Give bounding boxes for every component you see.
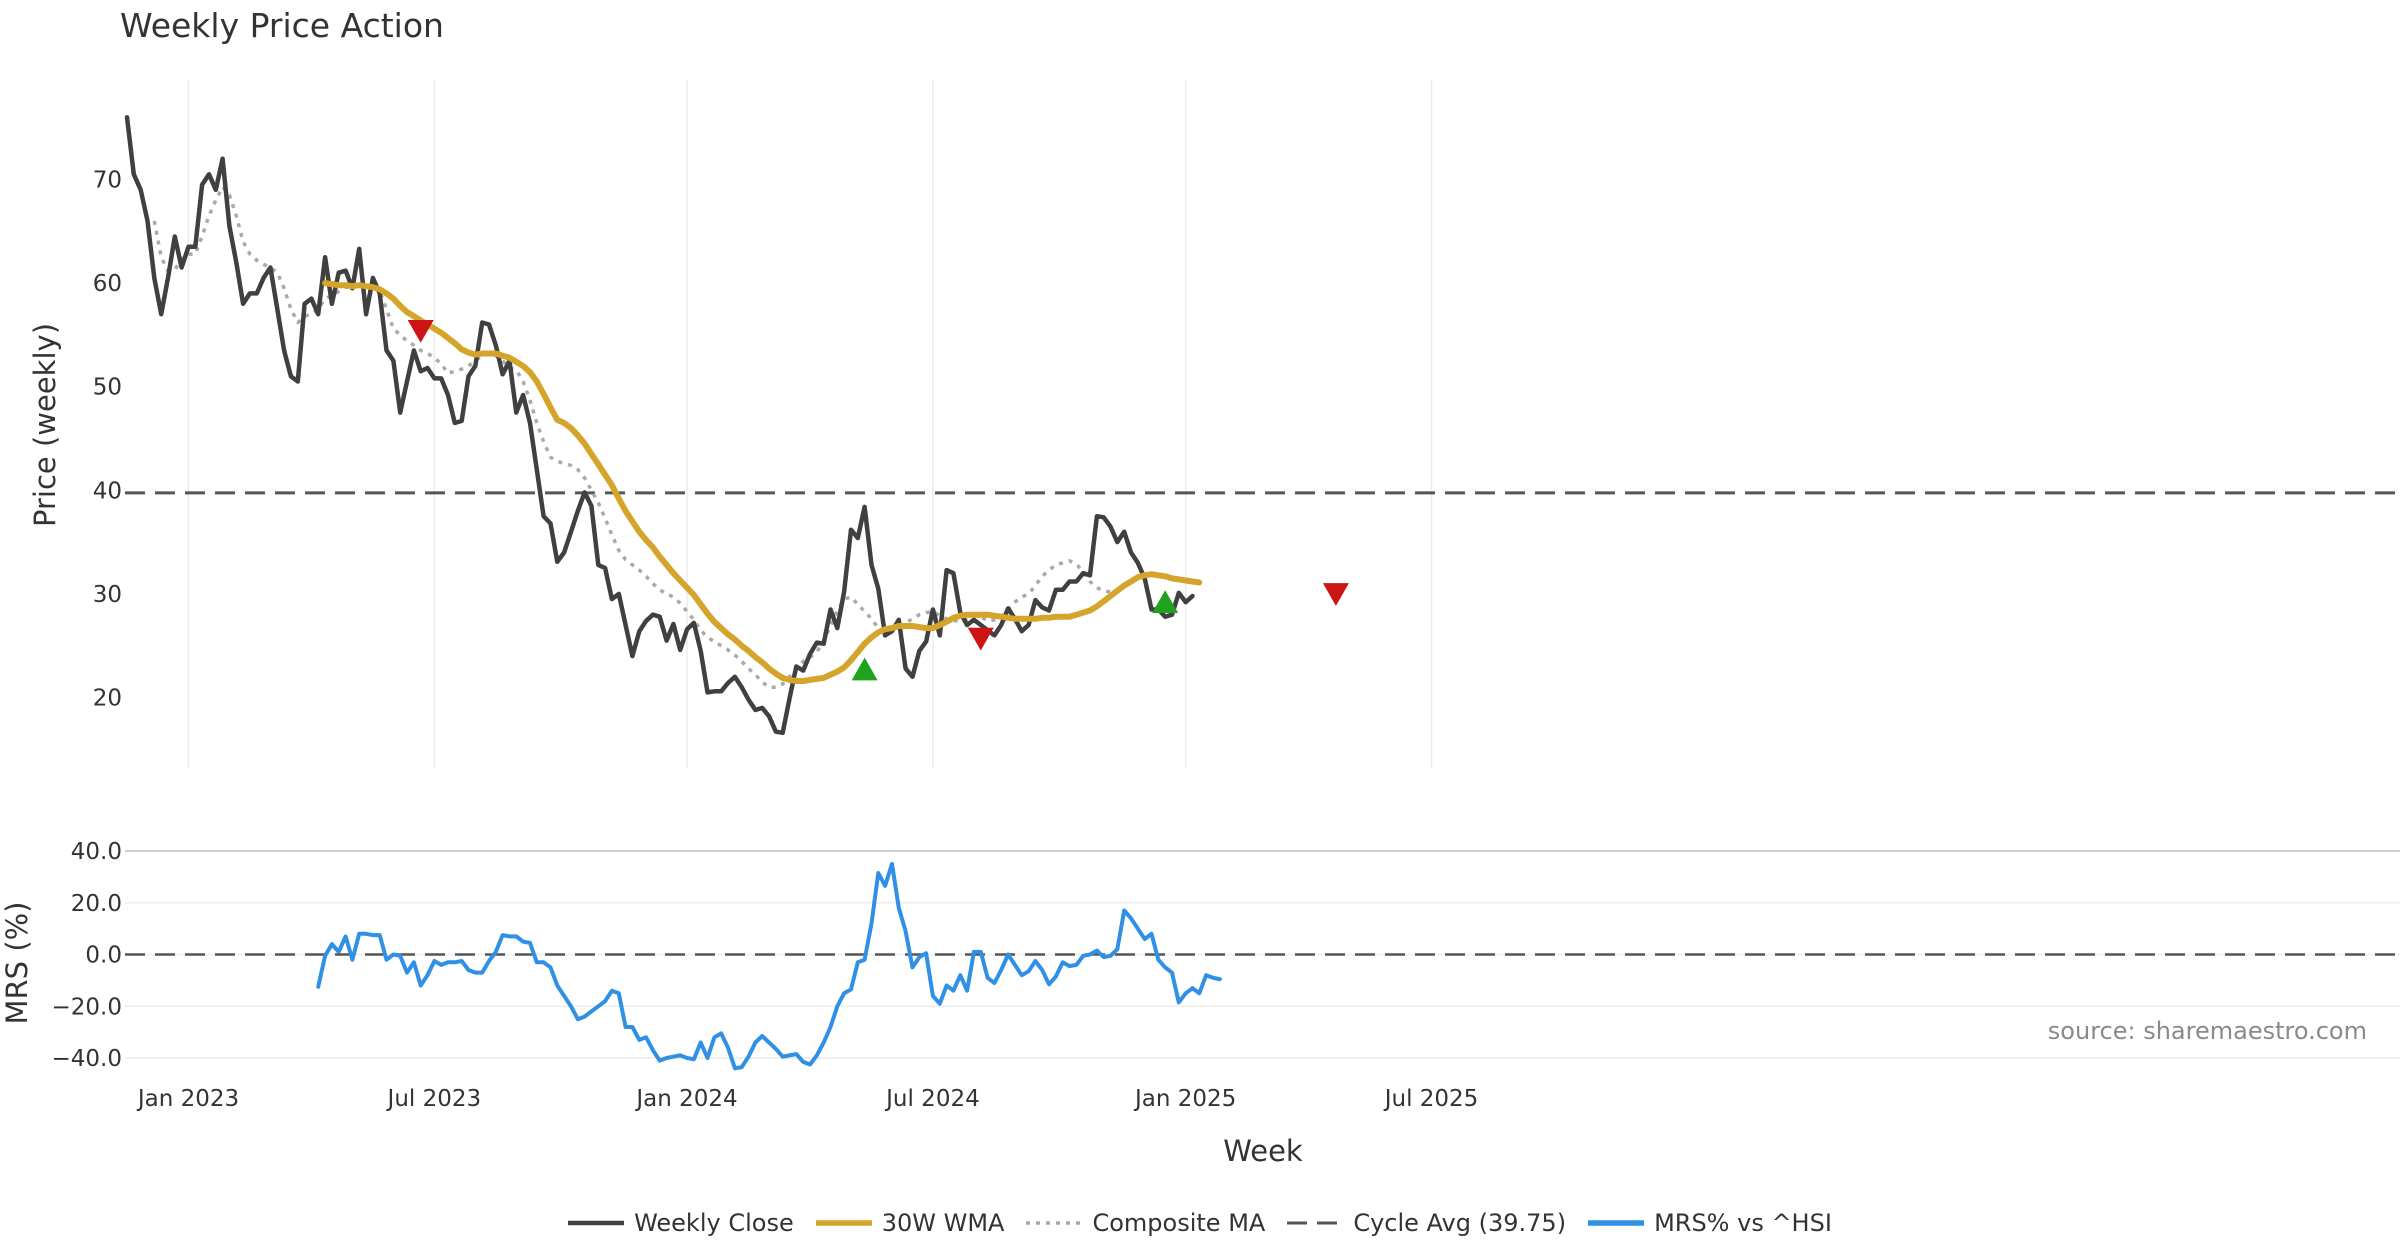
legend-label: Cycle Avg (39.75) [1353, 1209, 1567, 1237]
price-y-tick-label: 30 [93, 582, 122, 608]
price-y-tick-label: 20 [93, 686, 122, 712]
sell-signal-marker [407, 319, 434, 343]
mrs-y-axis-label: MRS (%) [0, 902, 34, 1025]
x-tick-label: Jul 2024 [884, 1086, 980, 1112]
chart-title: Weekly Price Action [120, 6, 444, 45]
x-tick-label: Jul 2025 [1383, 1086, 1479, 1112]
weekly-close-line [124, 115, 1195, 736]
buy-signal-marker [851, 657, 878, 681]
legend-cycle-avg[interactable]: Cycle Avg (39.75) [1287, 1209, 1566, 1237]
price-y-tick-label: 70 [93, 167, 122, 193]
mrs-y-tick-label: −20.0 [52, 994, 122, 1020]
sell-signal-marker [967, 627, 994, 651]
cycle-avg-swatch-icon [1287, 1221, 1344, 1225]
composite-ma-swatch-icon [1026, 1221, 1083, 1225]
price-action-chart: 20 30 40 50 60 70 40.0 20.0 0.0 −20.0 −40.0 Jan 2… [0, 80, 2400, 1168]
legend-label: 30W WMA [881, 1209, 1005, 1237]
price-y-tick-label: 50 [93, 375, 122, 401]
legend-label: Composite MA [1092, 1209, 1266, 1237]
legend-label: MRS% vs ^HSI [1654, 1209, 1832, 1237]
price-y-tick-label: 40 [93, 478, 122, 504]
mrs-line [316, 861, 1222, 1071]
wma-line [322, 280, 1203, 684]
x-tick-label: Jul 2023 [386, 1086, 482, 1112]
x-tick-label: Jan 2025 [1133, 1086, 1236, 1112]
mrs-y-tick-label: 40.0 [71, 839, 122, 865]
weekly-close-swatch-icon [568, 1220, 625, 1226]
price-y-axis-label: Price (weekly) [28, 323, 62, 527]
source-credit: source: sharemaestro.com [2047, 1017, 2367, 1045]
x-tick-label: Jan 2023 [136, 1086, 239, 1112]
mrs-swatch-icon [1588, 1220, 1645, 1226]
legend-composite-ma[interactable]: Composite MA [1026, 1209, 1265, 1237]
mrs-y-tick-label: 0.0 [85, 943, 122, 969]
mrs-y-tick-label: 20.0 [71, 891, 122, 917]
x-tick-label: Jan 2024 [634, 1086, 737, 1112]
legend-label: Weekly Close [634, 1209, 794, 1237]
mrs-y-tick-label: −40.0 [52, 1046, 122, 1072]
wma-swatch-icon [815, 1220, 872, 1226]
buy-signal-marker [1152, 590, 1179, 614]
price-y-tick-label: 60 [93, 271, 122, 297]
legend-mrs[interactable]: MRS% vs ^HSI [1588, 1209, 1832, 1237]
legend-weekly-close[interactable]: Weekly Close [568, 1209, 794, 1237]
legend-30w-wma[interactable]: 30W WMA [815, 1209, 1005, 1237]
chart-legend: Weekly Close 30W WMA Composite MA Cycle … [0, 1209, 2400, 1237]
x-axis-label: Week [1223, 1134, 1303, 1168]
sell-signal-marker [1322, 583, 1349, 606]
